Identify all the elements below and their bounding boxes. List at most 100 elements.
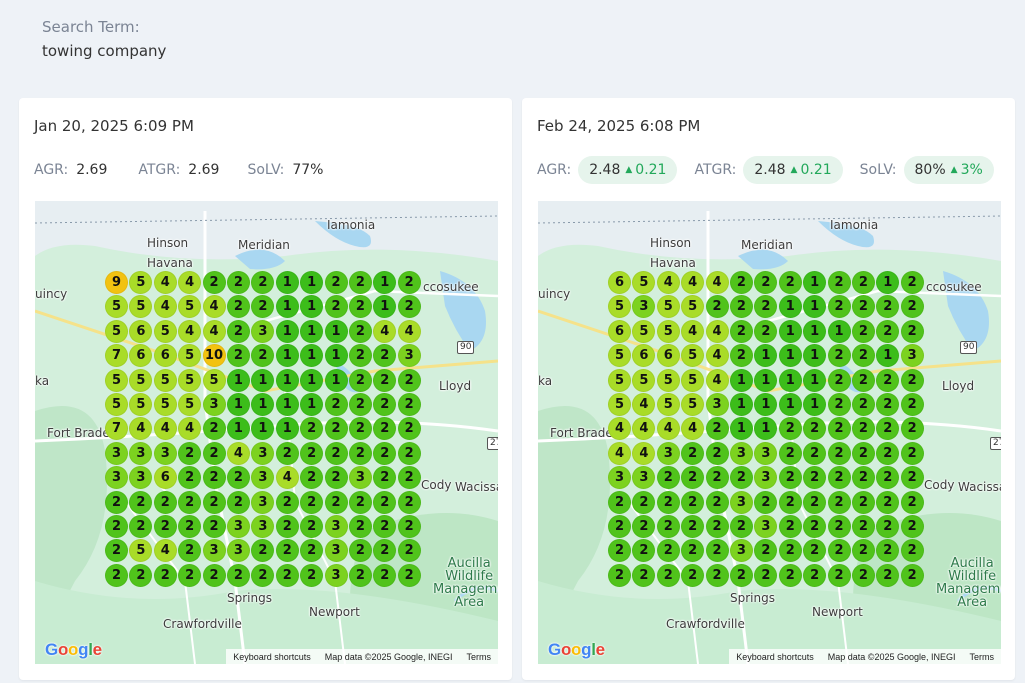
rank-pin[interactable]: 2 [778, 514, 802, 538]
rank-pin[interactable]: 4 [178, 417, 202, 441]
rank-pin[interactable]: 2 [300, 563, 324, 587]
rank-pin[interactable]: 1 [373, 295, 397, 319]
rank-pin[interactable]: 3 [251, 441, 275, 465]
rank-pin[interactable]: 2 [705, 539, 729, 563]
rank-pin[interactable]: 2 [397, 392, 421, 416]
rank-pin[interactable]: 2 [900, 466, 924, 490]
rank-pin[interactable]: 4 [608, 417, 631, 441]
rank-pin[interactable]: 1 [251, 392, 275, 416]
rank-pin[interactable]: 2 [324, 271, 348, 294]
rank-pin[interactable]: 5 [129, 271, 153, 294]
rank-pin[interactable]: 7 [105, 417, 128, 441]
rank-pin[interactable]: 1 [300, 271, 324, 294]
rank-pin[interactable]: 5 [608, 392, 631, 416]
rank-pin[interactable]: 3 [348, 466, 372, 490]
rank-pin[interactable]: 4 [153, 539, 177, 563]
rank-pin[interactable]: 1 [300, 392, 324, 416]
rank-pin[interactable]: 2 [754, 319, 778, 343]
rank-pin[interactable]: 1 [226, 392, 250, 416]
rank-pin[interactable]: 1 [300, 368, 324, 392]
rank-pin[interactable]: 2 [632, 563, 656, 587]
rank-pin[interactable]: 2 [851, 441, 875, 465]
rank-pin[interactable]: 5 [656, 295, 680, 319]
rank-pin[interactable]: 2 [373, 514, 397, 538]
rank-pin[interactable]: 2 [705, 417, 729, 441]
rank-pin[interactable]: 2 [373, 368, 397, 392]
rank-pin[interactable]: 2 [900, 563, 924, 587]
rank-pin[interactable]: 1 [300, 295, 324, 319]
rank-pin[interactable]: 2 [348, 271, 372, 294]
rank-pin[interactable]: 2 [876, 490, 900, 514]
rank-pin[interactable]: 2 [827, 368, 851, 392]
rank-pin[interactable]: 2 [202, 466, 226, 490]
rank-pin[interactable]: 1 [275, 417, 299, 441]
rank-pin[interactable]: 2 [876, 563, 900, 587]
keyboard-shortcuts-link[interactable]: Keyboard shortcuts [736, 651, 814, 662]
rank-pin[interactable]: 2 [373, 392, 397, 416]
rank-pin[interactable]: 2 [153, 490, 177, 514]
rank-pin[interactable]: 2 [851, 368, 875, 392]
rank-pin[interactable]: 2 [324, 417, 348, 441]
rank-pin[interactable]: 2 [608, 563, 631, 587]
rank-pin[interactable]: 2 [226, 344, 250, 368]
rank-pin[interactable]: 2 [803, 441, 827, 465]
rank-pin[interactable]: 2 [827, 271, 851, 294]
rank-pin[interactable]: 2 [876, 319, 900, 343]
rank-pin[interactable]: 1 [803, 271, 827, 294]
rank-pin[interactable]: 5 [632, 368, 656, 392]
rank-pin[interactable]: 2 [900, 417, 924, 441]
rank-pin[interactable]: 5 [681, 344, 705, 368]
rank-pin[interactable]: 2 [851, 417, 875, 441]
rank-pin[interactable]: 2 [803, 539, 827, 563]
rank-pin[interactable]: 2 [754, 563, 778, 587]
rank-pin[interactable]: 3 [251, 514, 275, 538]
rank-pin[interactable]: 5 [178, 392, 202, 416]
keyboard-shortcuts-link[interactable]: Keyboard shortcuts [233, 651, 311, 662]
rank-pin[interactable]: 4 [656, 417, 680, 441]
rank-pin[interactable]: 2 [202, 441, 226, 465]
rank-pin[interactable]: 2 [348, 392, 372, 416]
rank-pin[interactable]: 4 [632, 441, 656, 465]
rank-pin[interactable]: 1 [226, 417, 250, 441]
rank-grid-map[interactable]: Iamonia Hinson Meridian Havana ccosukee uincy… [538, 201, 1001, 664]
rank-pin[interactable]: 2 [348, 319, 372, 343]
rank-pin[interactable]: 5 [656, 319, 680, 343]
rank-pin[interactable]: 2 [397, 539, 421, 563]
rank-pin[interactable]: 2 [803, 563, 827, 587]
rank-pin[interactable]: 5 [681, 295, 705, 319]
rank-pin[interactable]: 2 [803, 514, 827, 538]
rank-pin[interactable]: 3 [324, 563, 348, 587]
rank-pin[interactable]: 2 [705, 466, 729, 490]
rank-pin[interactable]: 1 [876, 271, 900, 294]
rank-pin[interactable]: 1 [251, 368, 275, 392]
rank-pin[interactable]: 1 [803, 319, 827, 343]
rank-pin[interactable]: 1 [373, 271, 397, 294]
rank-pin[interactable]: 1 [275, 368, 299, 392]
rank-pin[interactable]: 4 [705, 319, 729, 343]
rank-pin[interactable]: 2 [827, 539, 851, 563]
rank-pin[interactable]: 1 [778, 368, 802, 392]
rank-pin[interactable]: 2 [827, 441, 851, 465]
rank-pin[interactable]: 1 [324, 368, 348, 392]
rank-pin[interactable]: 6 [608, 271, 631, 294]
rank-pin[interactable]: 1 [251, 417, 275, 441]
rank-pin[interactable]: 2 [608, 539, 631, 563]
rank-pin[interactable]: 2 [348, 490, 372, 514]
rank-pin[interactable]: 2 [681, 563, 705, 587]
rank-pin[interactable]: 2 [876, 514, 900, 538]
rank-pin[interactable]: 1 [275, 271, 299, 294]
rank-pin[interactable]: 2 [754, 490, 778, 514]
rank-pin[interactable]: 2 [851, 563, 875, 587]
rank-pin[interactable]: 2 [397, 466, 421, 490]
rank-pin[interactable]: 1 [778, 295, 802, 319]
rank-pin[interactable]: 3 [729, 539, 753, 563]
rank-pin[interactable]: 2 [397, 271, 421, 294]
rank-pin[interactable]: 2 [178, 490, 202, 514]
rank-pin[interactable]: 1 [300, 344, 324, 368]
rank-pin[interactable]: 2 [729, 295, 753, 319]
rank-pin[interactable]: 2 [876, 392, 900, 416]
rank-pin[interactable]: 2 [876, 368, 900, 392]
rank-pin[interactable]: 2 [348, 417, 372, 441]
rank-pin[interactable]: 2 [324, 295, 348, 319]
rank-pin[interactable]: 2 [900, 368, 924, 392]
